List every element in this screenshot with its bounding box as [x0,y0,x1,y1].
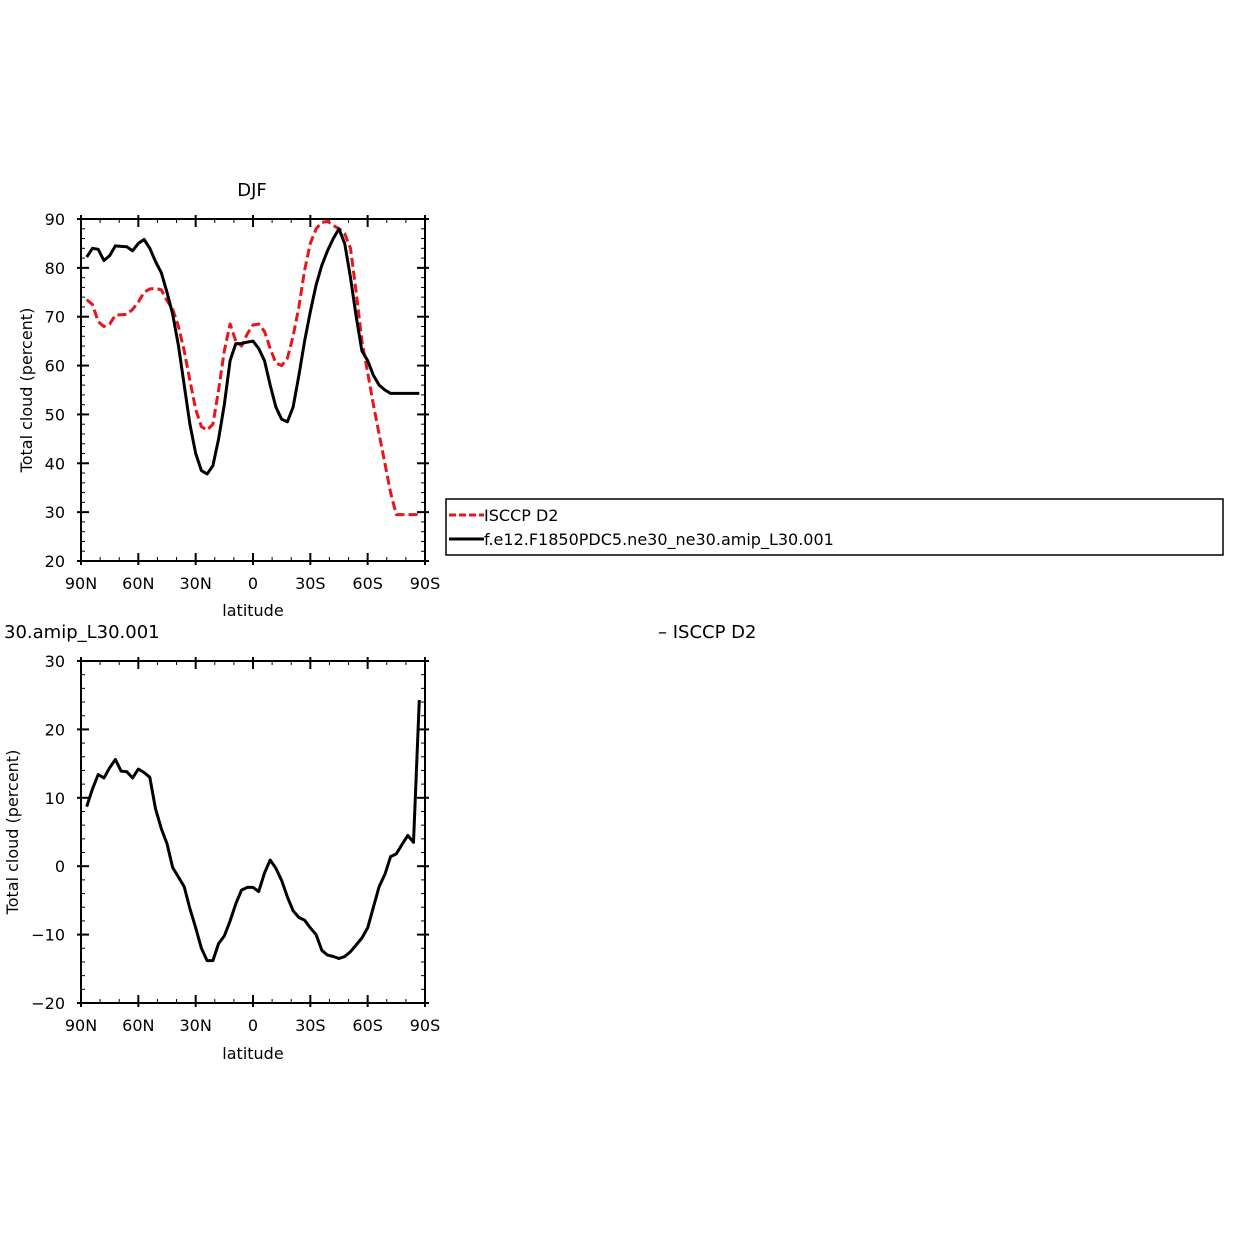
y-tick-label: 20 [45,552,65,571]
x-tick-label: 90S [410,1016,441,1035]
y-tick-label: 50 [45,405,65,424]
y-tick-label: 40 [45,454,65,473]
bottom-x-axis-label: latitude [222,1044,283,1063]
x-tick-label: 60S [352,1016,383,1035]
difference-title-left: 30.amip_L30.001 [4,622,160,643]
bottom-y-axis-label: Total cloud (percent) [3,750,22,916]
y-tick-label: 10 [45,789,65,808]
x-tick-label: 0 [248,1016,258,1035]
x-tick-label: 30S [295,1016,326,1035]
x-tick-label: 90S [410,574,441,593]
legend-label-isccp: ISCCP D2 [484,506,558,525]
top-x-axis-label: latitude [222,601,283,620]
y-tick-label: 90 [45,210,65,229]
y-tick-label: −10 [31,926,65,945]
top-y-axis-label: Total cloud (percent) [17,308,36,474]
x-tick-label: 30N [180,574,212,593]
series-line-1-0 [85,699,421,963]
x-tick-label: 60S [352,574,383,593]
x-tick-label: 60N [122,1016,154,1035]
x-tick-label: 90N [65,574,97,593]
bottom-series-group [85,699,421,963]
difference-title-right: – ISCCP D2 [658,622,756,643]
bottom-plot-frame [80,660,426,1004]
djf-title: DJF [237,180,267,201]
y-tick-label: 20 [45,720,65,739]
x-tick-label: 0 [248,574,258,593]
series-line-0-1 [85,227,420,476]
top-series-group [85,219,420,517]
legend-label-model: f.e12.F1850PDC5.ne30_ne30.amip_L30.001 [484,530,834,550]
y-tick-label: 70 [45,308,65,327]
legend-box [445,498,1224,556]
top-plot-frame [80,218,426,562]
y-tick-label: 80 [45,259,65,278]
difference-panel: 30.amip_L30.001 – ISCCP D2 90N 60N 30N 0 30S… [3,622,756,1063]
y-tick-label: 30 [45,652,65,671]
y-tick-label: −20 [31,994,65,1013]
djf-panel: DJF 90N 60N 30N 0 30S 60S 90S2030405060708090 … [17,180,440,620]
legend: ISCCP D2 f.e12.F1850PDC5.ne30_ne30.amip_… [445,498,1224,556]
x-tick-label: 30S [295,574,326,593]
y-tick-label: 30 [45,503,65,522]
x-tick-label: 60N [122,574,154,593]
x-tick-label: 30N [180,1016,212,1035]
x-tick-label: 90N [65,1016,97,1035]
y-tick-label: 60 [45,357,65,376]
y-tick-label: 0 [55,857,65,876]
